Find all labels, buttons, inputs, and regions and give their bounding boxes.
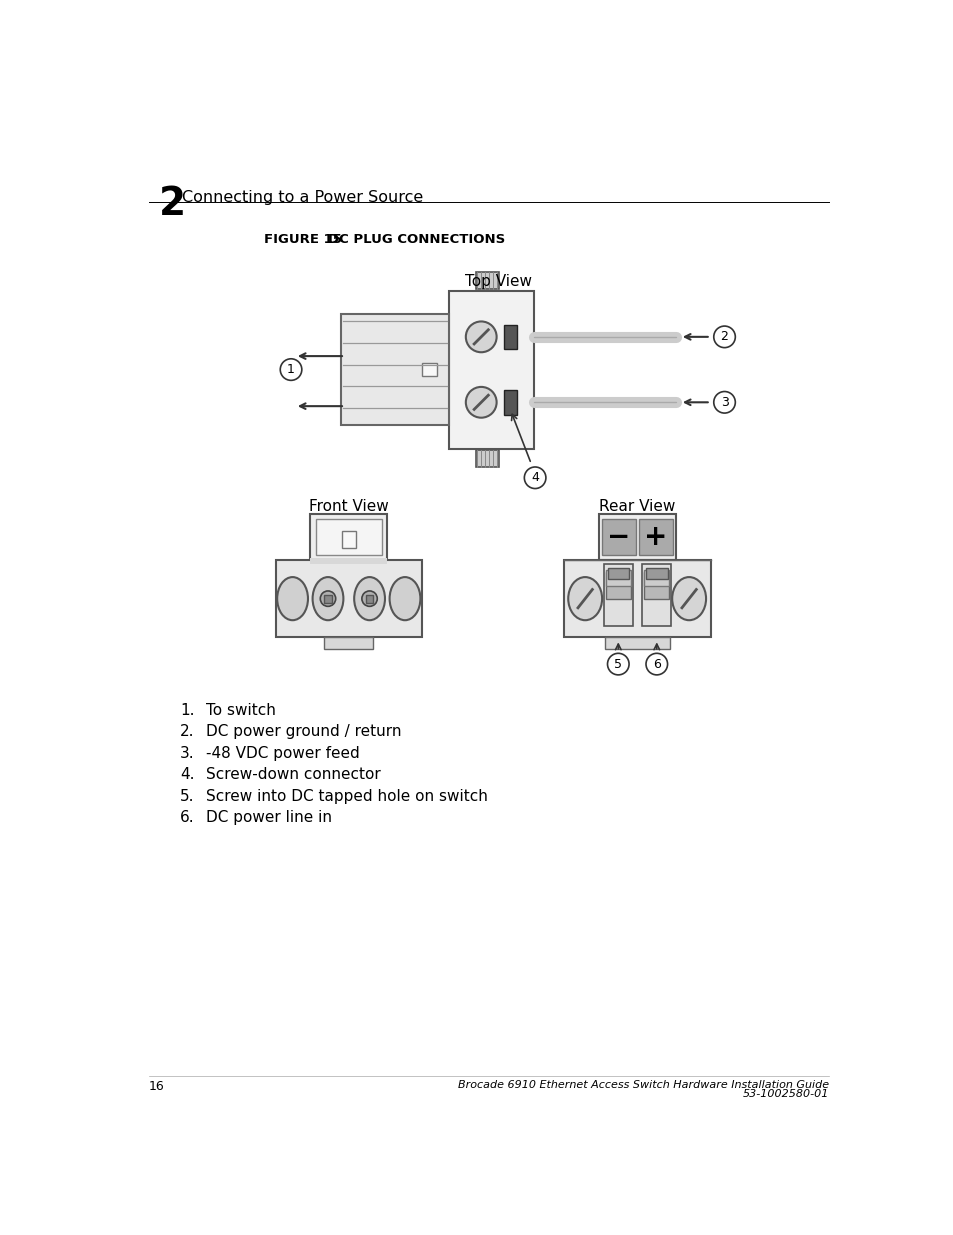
Bar (601, 520, 636, 555)
Bar (604, 637, 669, 648)
Ellipse shape (277, 577, 308, 620)
Circle shape (713, 326, 735, 347)
Bar (310, 558, 387, 564)
Text: 1.: 1. (180, 703, 194, 718)
Text: FIGURE 15: FIGURE 15 (264, 233, 341, 246)
Text: Front View: Front View (309, 499, 388, 514)
Bar (421, 363, 436, 375)
Text: Screw-down connector: Screw-down connector (206, 767, 380, 782)
Text: −: − (607, 524, 630, 551)
Circle shape (361, 592, 376, 606)
Text: Top View: Top View (465, 274, 532, 289)
Bar (645, 568, 667, 579)
Bar (598, 514, 676, 561)
Text: 4.: 4. (180, 767, 194, 782)
Text: -48 VDC power feed: -48 VDC power feed (206, 746, 359, 761)
Bar (504, 325, 517, 350)
Bar (563, 561, 710, 637)
Bar (449, 290, 533, 448)
Bar (324, 637, 373, 648)
Ellipse shape (313, 577, 343, 620)
Text: 3.: 3. (180, 746, 194, 761)
Bar (476, 450, 498, 467)
Text: 1: 1 (287, 363, 294, 377)
Bar (275, 561, 421, 637)
Bar (605, 572, 630, 599)
Text: 2: 2 (720, 330, 728, 343)
Ellipse shape (672, 577, 705, 620)
Bar (504, 390, 517, 415)
Text: To switch: To switch (206, 703, 276, 718)
Text: 5.: 5. (180, 789, 194, 804)
Bar (605, 571, 630, 585)
Text: 6.: 6. (180, 810, 194, 825)
Circle shape (645, 653, 667, 674)
Bar (607, 568, 628, 579)
Circle shape (280, 359, 301, 380)
Text: 6: 6 (652, 657, 660, 671)
Text: DC PLUG CONNECTIONS: DC PLUG CONNECTIONS (328, 233, 505, 246)
Text: 2: 2 (158, 185, 186, 224)
Text: 2.: 2. (180, 724, 194, 740)
Ellipse shape (568, 577, 601, 620)
Bar (641, 564, 671, 626)
Text: 5: 5 (614, 657, 621, 671)
Text: +: + (643, 524, 667, 551)
Text: 16: 16 (149, 1079, 164, 1093)
Bar (341, 531, 355, 548)
Bar (310, 514, 387, 561)
Bar (644, 571, 668, 585)
Bar (644, 572, 668, 599)
Circle shape (465, 321, 497, 352)
Text: 53-1002580-01: 53-1002580-01 (742, 1089, 828, 1099)
Bar (639, 520, 672, 555)
Ellipse shape (389, 577, 420, 620)
Bar (341, 314, 449, 425)
Text: Connecting to a Power Source: Connecting to a Power Source (181, 190, 422, 205)
Circle shape (465, 387, 497, 417)
Circle shape (713, 391, 735, 412)
Text: Rear View: Rear View (598, 499, 675, 514)
Bar (603, 564, 632, 626)
Text: 3: 3 (720, 395, 728, 409)
Circle shape (607, 653, 628, 674)
Bar (324, 595, 332, 603)
Bar (606, 514, 612, 520)
Bar (373, 514, 379, 520)
Text: DC power ground / return: DC power ground / return (206, 724, 401, 740)
Bar (315, 520, 381, 555)
Bar (317, 514, 324, 520)
Text: DC power line in: DC power line in (206, 810, 332, 825)
Text: 4: 4 (531, 472, 538, 484)
Circle shape (524, 467, 545, 489)
Bar (365, 595, 373, 603)
Text: Brocade 6910 Ethernet Access Switch Hardware Installation Guide: Brocade 6910 Ethernet Access Switch Hard… (457, 1079, 828, 1091)
Circle shape (320, 592, 335, 606)
Bar (476, 272, 498, 289)
Text: Screw into DC tapped hole on switch: Screw into DC tapped hole on switch (206, 789, 488, 804)
Ellipse shape (354, 577, 385, 620)
Bar (661, 514, 668, 520)
